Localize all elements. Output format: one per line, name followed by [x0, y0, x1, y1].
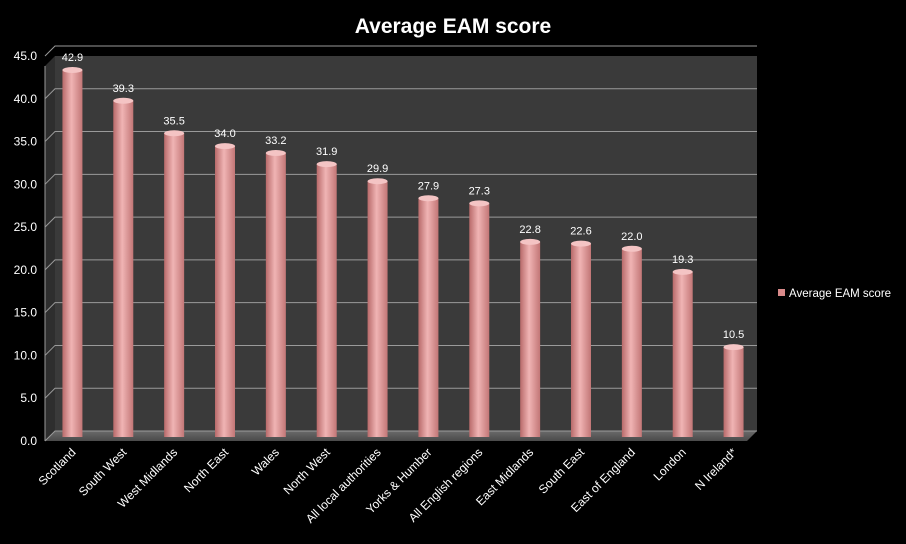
- data-label: 27.3: [469, 185, 490, 197]
- bar-top: [672, 268, 693, 275]
- bar-top: [316, 161, 337, 168]
- bar-top: [215, 143, 235, 150]
- bar-top: [164, 130, 185, 137]
- y-tick-label: 45.0: [14, 49, 38, 63]
- x-tick-label: N Ireland*: [692, 445, 740, 493]
- plot-area: 0.0 5.0 10.0 15.0 20.0 25.0 30.0 35.0 40.0 45.0 42…: [14, 45, 757, 526]
- data-label: 29.9: [367, 163, 388, 175]
- chart-title: Average EAM score: [355, 15, 551, 38]
- bar-top: [265, 149, 286, 156]
- bar-top: [62, 66, 83, 73]
- gridline: [44, 88, 757, 100]
- legend-label: Average EAM score: [789, 288, 891, 300]
- bar: [62, 66, 83, 437]
- x-tick-label: South West: [76, 445, 130, 499]
- bar: [367, 178, 388, 437]
- bar: [316, 161, 337, 438]
- bar-top: [367, 178, 388, 185]
- bar-body: [62, 69, 83, 437]
- bar: [215, 143, 235, 437]
- data-label: 31.9: [316, 146, 337, 158]
- bar: [113, 97, 134, 438]
- x-tick-label: Wales: [249, 445, 282, 478]
- bar-top: [113, 97, 134, 104]
- x-tick-label: North East: [181, 445, 231, 495]
- bar-top: [418, 195, 439, 202]
- bar-body: [215, 146, 235, 437]
- bar: [164, 130, 185, 437]
- y-tick-label: 5.0: [20, 391, 37, 405]
- data-label: 22.6: [570, 226, 591, 238]
- data-label: 33.2: [265, 135, 286, 147]
- data-label: 34.0: [214, 128, 235, 140]
- gridline: [44, 173, 757, 185]
- y-tick-label: 40.0: [14, 92, 38, 106]
- y-tick-label: 30.0: [14, 177, 38, 191]
- bar-body: [723, 347, 744, 437]
- bar-body: [418, 198, 439, 437]
- bar-top: [723, 344, 744, 351]
- data-label: 22.8: [519, 224, 540, 236]
- bar: [520, 238, 541, 437]
- data-label: 42.9: [62, 52, 83, 64]
- y-tick-label: 20.0: [14, 263, 38, 277]
- gridline: [44, 131, 757, 142]
- bar-body: [164, 133, 185, 437]
- bar-body: [113, 100, 134, 438]
- x-tick-label: Scotland: [36, 445, 79, 488]
- bar-body: [571, 243, 591, 437]
- gridline: [44, 216, 757, 228]
- y-tick-label: 15.0: [14, 306, 38, 320]
- bar-body: [469, 203, 490, 437]
- bar: [469, 200, 490, 437]
- bar: [621, 245, 642, 437]
- bar: [723, 344, 744, 437]
- bar-top: [520, 238, 541, 245]
- y-tick-label: 10.0: [14, 348, 38, 362]
- bar-top: [571, 240, 591, 247]
- gridline: [44, 45, 757, 57]
- y-tick-label: 35.0: [14, 135, 38, 149]
- bar: [672, 268, 693, 437]
- data-label: 19.3: [672, 254, 693, 266]
- bar-body: [621, 248, 642, 437]
- plot-side-wall: [45, 56, 55, 441]
- bar-body: [520, 241, 541, 437]
- data-label: 27.9: [418, 180, 439, 192]
- data-label: 10.5: [723, 329, 744, 341]
- plot-floor: [45, 431, 757, 441]
- data-label: 35.5: [163, 115, 184, 127]
- bar-top: [621, 245, 642, 252]
- x-tick-label: London: [651, 445, 689, 483]
- bar: [418, 195, 439, 437]
- data-label: 39.3: [113, 83, 134, 95]
- y-tick-label: 0.0: [20, 434, 37, 448]
- legend: Average EAM score: [778, 288, 891, 300]
- bar-body: [672, 271, 693, 437]
- x-tick-label: North West: [281, 445, 334, 498]
- bar: [265, 149, 286, 437]
- bar-body: [367, 181, 388, 437]
- data-label: 22.0: [621, 231, 642, 243]
- bar-body: [316, 164, 337, 438]
- plot-background: [55, 56, 757, 431]
- bar-top: [469, 200, 490, 207]
- y-tick-label: 25.0: [14, 220, 38, 234]
- x-tick-label: South East: [536, 445, 588, 497]
- bar-body: [265, 152, 286, 437]
- bar: [571, 240, 591, 437]
- legend-swatch: [778, 289, 785, 296]
